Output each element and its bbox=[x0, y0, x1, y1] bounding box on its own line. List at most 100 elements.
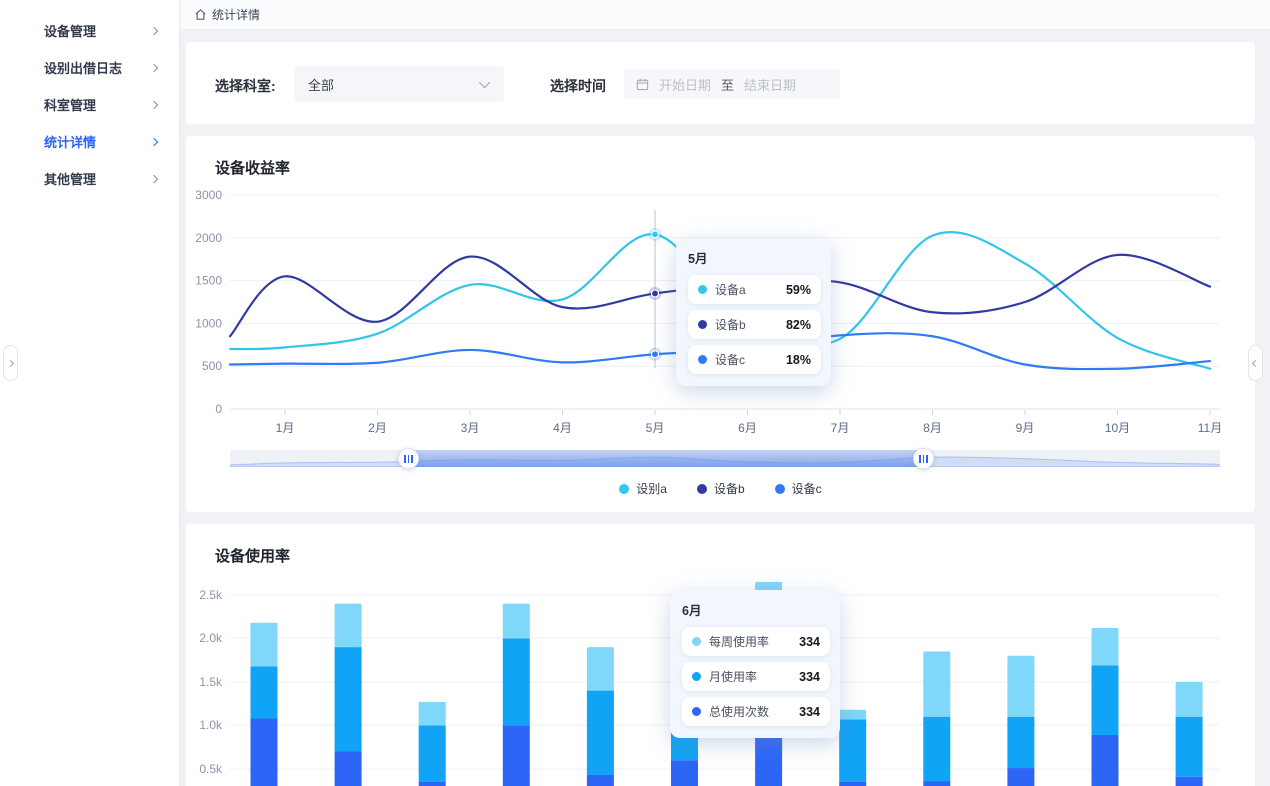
bar-segment[interactable] bbox=[839, 781, 867, 786]
series-dot-icon bbox=[692, 672, 701, 681]
bar-segment[interactable] bbox=[923, 716, 951, 782]
bar-segment[interactable] bbox=[1091, 627, 1119, 666]
legend-dot-icon bbox=[774, 483, 785, 494]
legend-item[interactable]: 设别a bbox=[619, 480, 667, 497]
svg-text:3000: 3000 bbox=[195, 188, 222, 202]
sidebar-item-label: 设备管理 bbox=[44, 24, 97, 39]
tooltip-series-name: 每周使用率 bbox=[709, 635, 770, 649]
tooltip-row: 每周使用率 334 bbox=[682, 627, 830, 656]
svg-text:1月: 1月 bbox=[276, 421, 295, 435]
svg-text:2000: 2000 bbox=[195, 231, 222, 245]
svg-text:1.5k: 1.5k bbox=[199, 675, 223, 689]
date-start-input[interactable]: 开始日期 bbox=[659, 77, 712, 93]
legend-item[interactable]: 设备c bbox=[774, 480, 822, 497]
tooltip-series-name: 设备c bbox=[715, 353, 746, 367]
datazoom-handle-left[interactable] bbox=[398, 448, 420, 469]
bar-segment[interactable] bbox=[418, 725, 446, 782]
svg-text:10月: 10月 bbox=[1105, 421, 1130, 435]
svg-text:1000: 1000 bbox=[195, 316, 222, 330]
tooltip-series-value: 59% bbox=[785, 282, 811, 297]
department-filter-label: 选择科室: bbox=[215, 78, 276, 94]
bar-segment[interactable] bbox=[1175, 716, 1203, 777]
sidebar-item-2[interactable]: 设别出借日志 bbox=[0, 49, 179, 86]
bar-segment[interactable] bbox=[923, 781, 951, 786]
svg-text:0.5k: 0.5k bbox=[199, 762, 223, 776]
tooltip-row: 设备a 59% bbox=[688, 275, 821, 304]
bar-segment[interactable] bbox=[923, 651, 951, 717]
date-range-picker[interactable]: 开始日期 至 结束日期 bbox=[624, 69, 840, 99]
highlight-dot-icon bbox=[650, 350, 660, 359]
tooltip-row: 总使用次数 334 bbox=[682, 697, 830, 726]
bar-segment[interactable] bbox=[418, 781, 446, 786]
tooltip-row: 月使用率 334 bbox=[682, 662, 830, 691]
bar-segment[interactable] bbox=[334, 603, 362, 648]
legend-label: 设别a bbox=[636, 482, 667, 496]
department-select[interactable]: 全部 bbox=[294, 66, 504, 102]
tooltip-series-value: 82% bbox=[785, 317, 811, 332]
date-end-input[interactable]: 结束日期 bbox=[744, 77, 797, 93]
bar-segment[interactable] bbox=[839, 719, 867, 782]
bar-segment[interactable] bbox=[586, 690, 614, 775]
bar-segment[interactable] bbox=[1091, 734, 1119, 786]
chevron-right-icon bbox=[149, 137, 159, 146]
left-drawer-toggle[interactable] bbox=[3, 345, 18, 381]
chevron-left-icon bbox=[1251, 359, 1260, 367]
svg-text:1.0k: 1.0k bbox=[199, 718, 223, 732]
svg-text:2.0k: 2.0k bbox=[199, 631, 223, 645]
bar-segment[interactable] bbox=[250, 622, 278, 667]
sidebar-item-label: 设别出借日志 bbox=[44, 61, 123, 76]
tooltip-series-name: 月使用率 bbox=[709, 670, 758, 684]
sidebar-item-3[interactable]: 科室管理 bbox=[0, 86, 179, 123]
bar-segment[interactable] bbox=[1007, 716, 1035, 769]
tooltip-series-name: 设备b bbox=[715, 318, 746, 332]
sidebar-item-1[interactable]: 设备管理 bbox=[0, 12, 179, 49]
series-dot-icon bbox=[692, 707, 701, 716]
bar-segment[interactable] bbox=[502, 638, 530, 726]
revenue-chart-title: 设备收益率 bbox=[215, 160, 291, 177]
sidebar-item-label: 统计详情 bbox=[44, 135, 97, 150]
bar-segment[interactable] bbox=[502, 603, 530, 639]
sidebar-item-5[interactable]: 其他管理 bbox=[0, 160, 179, 197]
legend-dot-icon bbox=[619, 483, 630, 494]
breadcrumb[interactable]: 统计详情 bbox=[194, 6, 260, 23]
series-dot-icon bbox=[698, 355, 707, 364]
bar-segment[interactable] bbox=[586, 647, 614, 691]
bar-segment[interactable] bbox=[586, 774, 614, 786]
legend-item[interactable]: 设备b bbox=[696, 480, 745, 497]
svg-text:8月: 8月 bbox=[923, 421, 942, 435]
revenue-line-chart[interactable]: 0 500 1000 1500 2000 3000 1月 2月 3月 4月 5月 6月 7月 8月 9月 10… bbox=[186, 136, 1255, 446]
datazoom-slider[interactable] bbox=[230, 448, 1220, 469]
chevron-right-icon bbox=[149, 174, 159, 183]
bar-segment[interactable] bbox=[418, 701, 446, 726]
datazoom-selection[interactable] bbox=[408, 450, 923, 467]
bar-segment[interactable] bbox=[1007, 768, 1035, 786]
svg-text:1500: 1500 bbox=[195, 274, 222, 288]
bar-segment[interactable] bbox=[1175, 681, 1203, 717]
highlight-dot-icon bbox=[650, 289, 660, 298]
bar-segment[interactable] bbox=[1007, 655, 1035, 717]
bar-segment[interactable] bbox=[1091, 665, 1119, 735]
tooltip-series-value: 334 bbox=[799, 669, 820, 684]
bar-segment[interactable] bbox=[334, 751, 362, 786]
calendar-icon bbox=[636, 78, 649, 90]
sidebar: 设备管理设别出借日志 科室管理统计详情其他管理 bbox=[0, 0, 180, 786]
sidebar-item-label: 科室管理 bbox=[44, 98, 97, 113]
chevron-right-icon bbox=[6, 359, 15, 367]
right-drawer-toggle[interactable] bbox=[1248, 345, 1263, 381]
legend-label: 设备b bbox=[713, 482, 745, 496]
datazoom-handle-right[interactable] bbox=[913, 448, 934, 469]
date-separator: 至 bbox=[721, 77, 735, 93]
sidebar-item-4[interactable]: 统计详情 bbox=[0, 123, 179, 160]
svg-text:2月: 2月 bbox=[368, 421, 387, 435]
home-icon bbox=[195, 9, 206, 20]
topbar: 统计详情 bbox=[181, 0, 1270, 30]
tooltip-row: 设备c 18% bbox=[688, 345, 821, 374]
bar-segment[interactable] bbox=[250, 666, 278, 719]
bar-segment[interactable] bbox=[250, 718, 278, 786]
bar-segment[interactable] bbox=[1175, 776, 1203, 786]
chart-tooltip: 6月 每周使用率 334 月使用率 334 总使用次数 334 bbox=[670, 590, 840, 738]
bar-segment[interactable] bbox=[839, 709, 867, 720]
bar-segment[interactable] bbox=[502, 725, 530, 786]
bar-segment[interactable] bbox=[671, 760, 698, 786]
bar-segment[interactable] bbox=[334, 647, 362, 752]
